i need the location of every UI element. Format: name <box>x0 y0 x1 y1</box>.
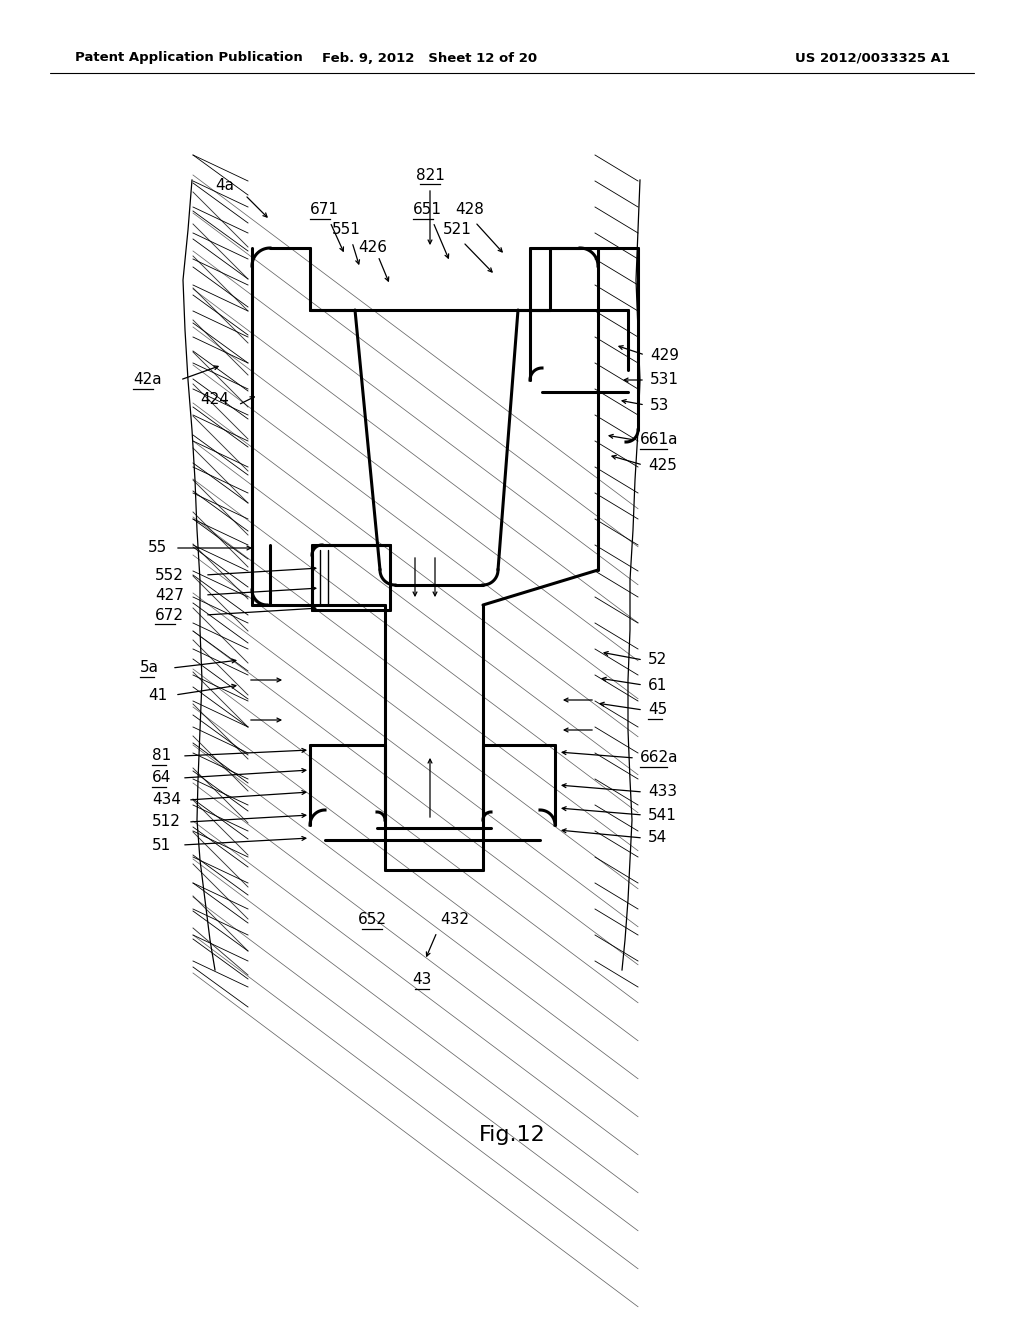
Text: 4a: 4a <box>215 177 234 193</box>
Text: 433: 433 <box>648 784 677 800</box>
Text: 512: 512 <box>152 814 181 829</box>
Text: 61: 61 <box>648 677 668 693</box>
Text: 672: 672 <box>155 607 184 623</box>
Text: 427: 427 <box>155 587 184 602</box>
Text: 671: 671 <box>310 202 339 218</box>
Text: 41: 41 <box>148 688 167 702</box>
Text: Patent Application Publication: Patent Application Publication <box>75 51 303 65</box>
Text: 821: 821 <box>416 168 444 182</box>
Text: 43: 43 <box>413 973 432 987</box>
Text: 521: 521 <box>443 223 472 238</box>
Text: 651: 651 <box>413 202 442 218</box>
Text: 54: 54 <box>648 830 668 846</box>
Text: 64: 64 <box>152 771 171 785</box>
Text: 434: 434 <box>152 792 181 808</box>
Text: 45: 45 <box>648 702 668 718</box>
Text: 432: 432 <box>440 912 469 928</box>
Text: 531: 531 <box>650 372 679 388</box>
Text: US 2012/0033325 A1: US 2012/0033325 A1 <box>795 51 950 65</box>
Text: Feb. 9, 2012   Sheet 12 of 20: Feb. 9, 2012 Sheet 12 of 20 <box>323 51 538 65</box>
Text: 429: 429 <box>650 347 679 363</box>
Text: 551: 551 <box>332 223 360 238</box>
Text: 428: 428 <box>455 202 484 218</box>
Text: 552: 552 <box>155 568 184 582</box>
Text: 51: 51 <box>152 837 171 853</box>
Text: 662a: 662a <box>640 751 679 766</box>
Text: 5a: 5a <box>140 660 159 676</box>
Text: 426: 426 <box>358 240 387 256</box>
Text: 425: 425 <box>648 458 677 473</box>
Text: 541: 541 <box>648 808 677 822</box>
Text: 55: 55 <box>148 540 167 556</box>
Text: Fig.12: Fig.12 <box>478 1125 546 1144</box>
Text: 652: 652 <box>357 912 386 928</box>
Text: 52: 52 <box>648 652 668 668</box>
Text: 53: 53 <box>650 397 670 412</box>
Text: 42a: 42a <box>133 372 162 388</box>
Text: 424: 424 <box>200 392 229 408</box>
Text: 81: 81 <box>152 748 171 763</box>
Text: 661a: 661a <box>640 433 679 447</box>
